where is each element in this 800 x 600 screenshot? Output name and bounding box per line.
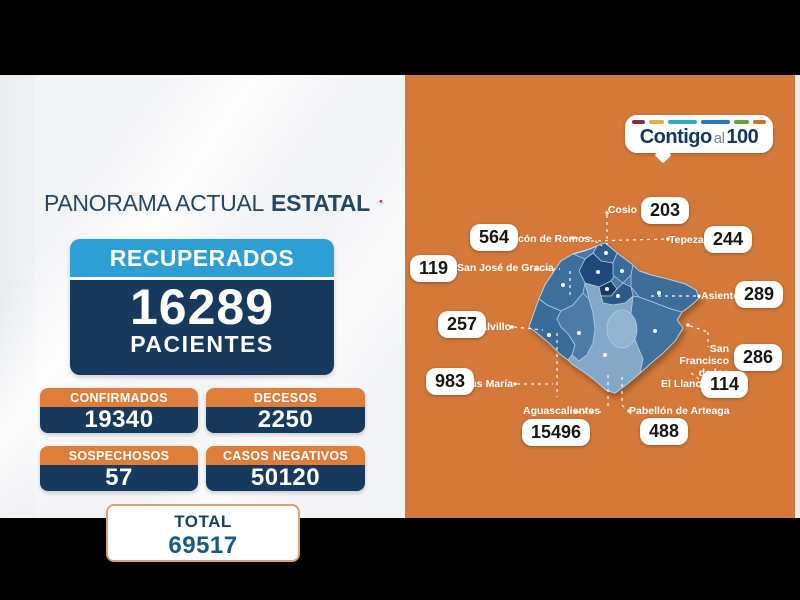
- muni-label-cosio: Cosio: [607, 204, 637, 216]
- stat-value: 19340: [40, 406, 198, 433]
- recovered-unit: PACIENTES: [130, 331, 274, 357]
- muni-value-cosio: 203: [641, 197, 690, 224]
- muni-value-jesus-maria: 983: [426, 368, 475, 395]
- stat-label: CONFIRMADOS: [40, 388, 198, 407]
- muni-value-asientos: 289: [735, 281, 784, 308]
- recovered-header: RECUPERADOS: [70, 239, 334, 277]
- muni-label-rincon-de-romos: Rincón de Romos: [501, 233, 591, 245]
- title-bold: ESTATAL: [271, 189, 370, 216]
- muni-value-pabellon-de-arteaga: 488: [640, 418, 689, 445]
- stat-card-confirmados: CONFIRMADOS 19340: [40, 388, 198, 433]
- muni-label-tepezala: Tepezalá: [669, 234, 713, 246]
- muni-value-aguascalientes: 15496: [522, 419, 591, 446]
- muni-value-rincon-de-romos: 564: [470, 224, 519, 251]
- contigo-al-100-logo: Contigo al 100: [625, 115, 773, 164]
- muni-label-asientos: Asientos: [701, 290, 746, 302]
- muni-value-tepezala: 244: [704, 226, 753, 253]
- muni-label-el-llano: El Llano: [661, 378, 702, 390]
- logo-dashes: [625, 120, 773, 124]
- right-map-panel: Contigo al 100 Cosio Rincón de Romos Tep…: [405, 75, 795, 518]
- municipality-dots: [547, 251, 661, 357]
- mexico-map-pin-icon: [376, 199, 384, 206]
- stat-label: DECESOS: [206, 388, 365, 407]
- muni-value-san-jose-de-gracia: 119: [410, 255, 458, 282]
- title-regular: PANORAMA ACTUAL: [44, 189, 265, 216]
- region-aguascalientes-light-zone: [606, 309, 638, 349]
- recovered-body: 16289 PACIENTES: [70, 280, 334, 375]
- state-map: [510, 211, 709, 414]
- page-title: PANORAMA ACTUAL ESTATAL: [44, 185, 384, 221]
- total-value: 69517: [168, 532, 238, 559]
- stat-label: CASOS NEGATIVOS: [206, 446, 365, 465]
- stat-card-sospechosos: SOSPECHOSOS 57: [40, 446, 198, 491]
- muni-label-aguascalientes: Aguascalientes: [523, 405, 601, 417]
- muni-value-el-llano: 114: [701, 371, 749, 398]
- muni-value-calvillo: 257: [438, 311, 487, 338]
- stat-card-decesos: DECESOS 2250: [206, 388, 365, 433]
- leader-lines: [513, 215, 709, 413]
- stat-value: 2250: [206, 406, 365, 433]
- infographic-content: PANORAMA ACTUAL ESTATAL RECUPERADOS 1628…: [0, 75, 800, 562]
- recovered-card: RECUPERADOS 16289 PACIENTES: [70, 239, 334, 375]
- stat-value: 57: [40, 464, 198, 491]
- total-card: TOTAL 69517: [106, 504, 300, 562]
- logo-text: Contigo al 100: [639, 126, 759, 148]
- total-label: TOTAL: [174, 512, 232, 531]
- region-tepezala: [612, 252, 634, 284]
- muni-label-san-jose-de-gracia: San José de Gracia: [457, 262, 554, 274]
- muni-value-san-francisco-de-los-romo: 286: [734, 344, 783, 371]
- left-stats-panel: PANORAMA ACTUAL ESTATAL RECUPERADOS 1628…: [0, 75, 405, 562]
- right-edge-strip: [795, 75, 800, 518]
- stat-card-casos-negativos: CASOS NEGATIVOS 50120: [206, 446, 365, 491]
- muni-label-pabellon-de-arteaga: Pabellón de Arteaga: [629, 405, 730, 417]
- recovered-value: 16289: [129, 279, 275, 335]
- stat-value: 50120: [206, 464, 365, 491]
- stat-label: SOSPECHOSOS: [40, 446, 198, 465]
